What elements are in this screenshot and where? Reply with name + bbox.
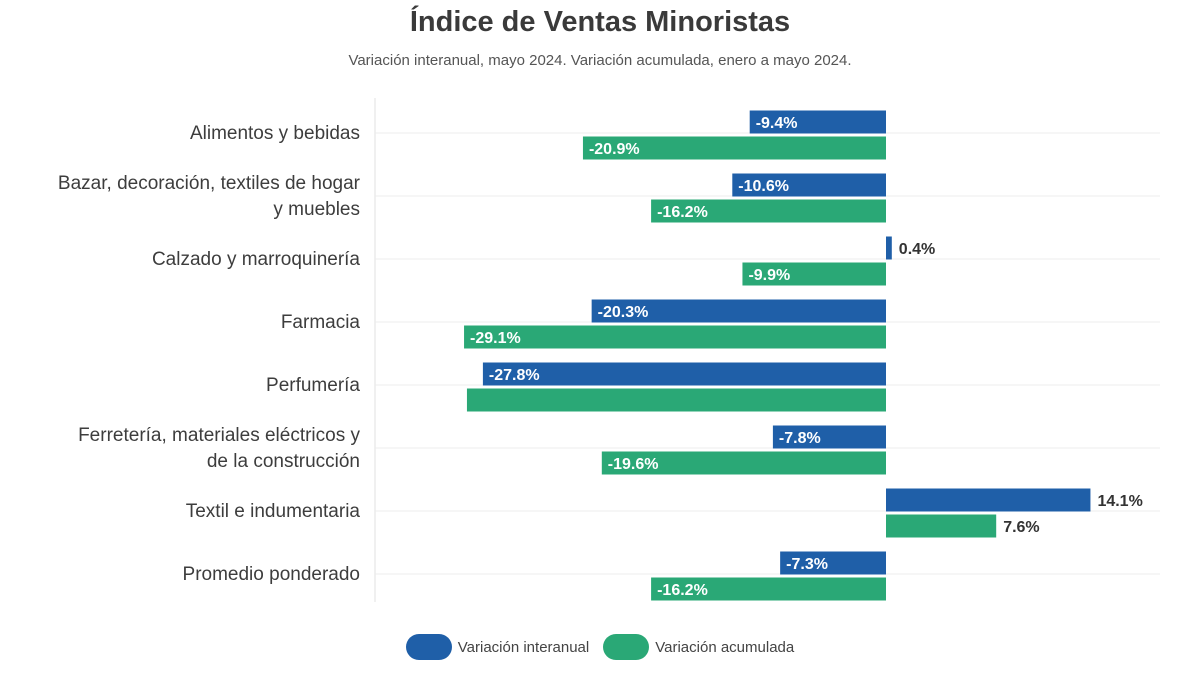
data-label: -9.9% bbox=[748, 267, 790, 284]
category-label: Ferretería, materiales eléctricos y de la… bbox=[78, 425, 360, 472]
bar-acumulada bbox=[651, 577, 886, 601]
bar-interanual bbox=[749, 110, 886, 134]
chart-subtitle: Variación interanual, mayo 2024. Variaci… bbox=[348, 52, 852, 69]
legend-item-interanual[interactable]: Variación interanual bbox=[405, 634, 590, 660]
bar-interanual bbox=[772, 425, 886, 449]
category-label: Alimentos y bebidas bbox=[190, 123, 360, 144]
category-label: Textil e indumentaria bbox=[186, 501, 361, 522]
bar-interanual bbox=[886, 488, 1091, 512]
chart-title: Índice de Ventas Minoristas bbox=[409, 6, 791, 38]
bar-interanual bbox=[591, 299, 886, 323]
legend-swatch-acumulada bbox=[603, 634, 650, 660]
bar-acumulada bbox=[651, 199, 886, 223]
legend-label-acumulada: Variación acumulada bbox=[655, 638, 795, 656]
data-label: -20.9% bbox=[589, 141, 640, 158]
data-label: -9.4% bbox=[756, 115, 798, 132]
data-label: -19.6% bbox=[608, 456, 659, 473]
data-label: -16.2% bbox=[657, 204, 708, 221]
data-label: -20.3% bbox=[598, 304, 649, 321]
data-label: -10.6% bbox=[738, 178, 789, 195]
legend: Variación interanual Variación acumulada bbox=[0, 634, 1200, 660]
category-label: Farmacia bbox=[281, 312, 361, 333]
bar-acumulada bbox=[742, 262, 886, 286]
category-label: Perfumería bbox=[266, 375, 360, 396]
category-label: Bazar, decoración, textiles de hogar y mu… bbox=[58, 173, 361, 220]
data-label: -7.8% bbox=[779, 430, 821, 447]
bar-acumulada bbox=[582, 136, 886, 160]
bar-acumulada bbox=[466, 388, 886, 412]
bar-acumulada bbox=[601, 451, 886, 475]
category-label: Calzado y marroquinería bbox=[152, 249, 360, 270]
legend-swatch-interanual bbox=[405, 634, 452, 660]
bar-interanual bbox=[732, 173, 886, 197]
bar-interanual bbox=[780, 551, 886, 575]
data-label: -27.8% bbox=[489, 367, 540, 384]
data-label: -7.3% bbox=[786, 556, 828, 573]
bar-interanual bbox=[482, 362, 886, 386]
legend-label-interanual: Variación interanual bbox=[457, 638, 590, 656]
bar-acumulada bbox=[464, 325, 886, 349]
data-label: -16.2% bbox=[657, 582, 708, 599]
data-label: 14.1% bbox=[1097, 493, 1142, 510]
data-label: -29.1% bbox=[470, 330, 521, 347]
bar-acumulada bbox=[886, 514, 997, 538]
data-label: 0.4% bbox=[899, 241, 935, 258]
bar-interanual bbox=[886, 236, 892, 260]
data-label: 7.6% bbox=[1003, 519, 1039, 536]
legend-item-acumulada[interactable]: Variación acumulada bbox=[603, 634, 794, 660]
category-label: Promedio ponderado bbox=[183, 564, 360, 585]
